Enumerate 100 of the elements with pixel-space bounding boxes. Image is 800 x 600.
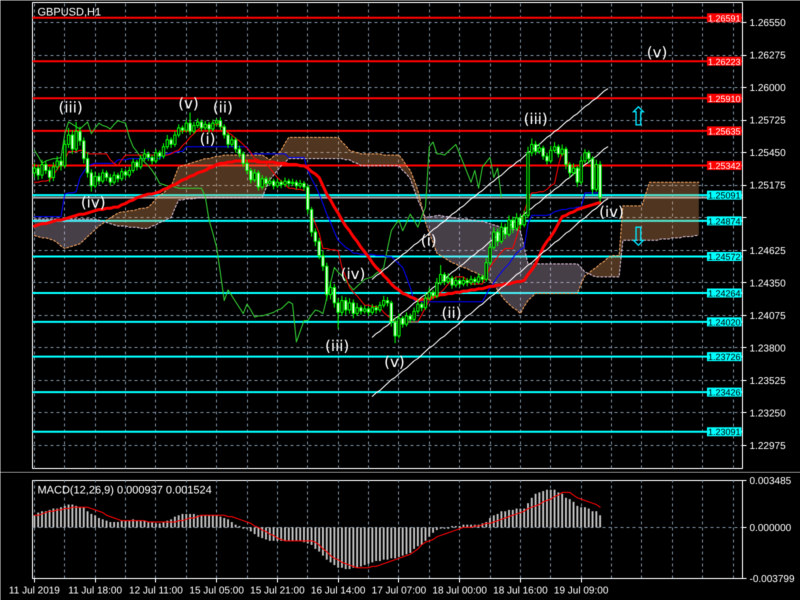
candlestick [70, 130, 74, 154]
candlestick [93, 171, 97, 189]
candlestick [120, 168, 124, 182]
candlestick [40, 159, 44, 180]
annotation: (iii) [524, 110, 548, 128]
annotation: (i) [200, 130, 216, 148]
candlestick [204, 120, 207, 131]
ref-line-label: 1.24020 [708, 317, 741, 328]
candlestick [344, 296, 348, 316]
x-tick-label: 17 Jul 07:00 [372, 586, 427, 596]
y-tick-label: 1.23800 [750, 343, 786, 354]
candlestick [382, 295, 386, 308]
candlestick [496, 228, 500, 247]
candlestick [207, 121, 211, 134]
candlestick [112, 171, 116, 186]
annotation: (v) [646, 44, 668, 62]
y-tick-label: 1.22975 [750, 440, 786, 452]
annotation: (ii) [212, 98, 233, 116]
candlestick [538, 142, 542, 154]
annotation: (v) [384, 352, 405, 371]
annotation: (iii) [325, 337, 350, 356]
y-tick-label: 1.26275 [750, 50, 786, 62]
candlestick [97, 172, 101, 186]
ref-line-label: 1.25635 [708, 126, 741, 136]
candlestick [408, 313, 412, 324]
candlestick [500, 222, 504, 244]
candlestick [450, 275, 454, 290]
candlestick [469, 275, 473, 286]
y-tick-label: 1.24075 [750, 310, 786, 322]
annotation: ⇧ [627, 102, 650, 133]
annotation: (iv) [80, 194, 106, 212]
y-tick-label: 1.24625 [750, 246, 786, 257]
candlestick [104, 170, 108, 182]
candlestick [355, 302, 359, 316]
candlestick [234, 136, 238, 154]
ref-line-label: 1.23091 [708, 427, 741, 438]
candlestick [162, 142, 166, 160]
candlestick [549, 145, 552, 164]
candlestick [507, 214, 511, 238]
x-tick-label: 15 Jul 05:00 [189, 586, 244, 596]
y-tick-label: 0.000000 [750, 522, 792, 534]
annotation: (v) [178, 94, 199, 113]
candlestick [511, 216, 514, 234]
x-tick-label: 11 Jul 2019 [8, 586, 60, 596]
y-tick-label: 1.25725 [750, 116, 786, 127]
ref-line-label: 1.25910 [708, 94, 741, 104]
x-tick-label: 18 Jul 00:00 [432, 586, 488, 596]
candlestick [154, 148, 158, 164]
candlestick [541, 145, 545, 160]
ref-line-label: 1.25091 [708, 190, 741, 201]
ref-line-label: 1.24264 [708, 288, 741, 298]
candlestick [230, 136, 234, 148]
x-tick-label: 19 Jul 09:00 [554, 586, 609, 596]
ref-line-label: 1.25342 [708, 160, 741, 171]
y-tick-label: 1.23525 [750, 376, 786, 387]
candlestick [188, 112, 192, 136]
candlestick [458, 278, 462, 288]
candlestick [124, 168, 128, 180]
candlestick [348, 298, 352, 314]
ref-line-label: 1.24572 [708, 252, 741, 262]
ref-line-label: 1.23726 [708, 352, 741, 362]
candlestick [272, 178, 276, 190]
candlestick [340, 295, 344, 316]
x-tick-label: 16 Jul 14:00 [310, 586, 366, 596]
candlestick [135, 159, 139, 171]
candlestick [74, 121, 78, 152]
ref-line-label: 1.23426 [708, 388, 741, 398]
annotation: (ii) [442, 304, 462, 322]
candlestick [420, 301, 424, 312]
y-tick-label: 1.25450 [750, 148, 786, 160]
x-tick-label: 15 Jul 21:00 [250, 586, 306, 596]
candlestick [150, 154, 154, 166]
candlestick [158, 150, 162, 160]
candlestick [256, 170, 260, 192]
x-tick-label: 11 Jul 18:00 [68, 586, 122, 596]
chart-title: GBPUSD,H1 [38, 6, 102, 18]
candlestick [260, 174, 264, 190]
candlestick [556, 144, 560, 158]
candlestick [462, 276, 466, 287]
candlestick [476, 272, 480, 284]
candlestick [294, 179, 298, 190]
candlestick [169, 136, 173, 148]
candlestick [131, 158, 135, 174]
candlestick [442, 272, 446, 286]
candlestick [116, 172, 120, 183]
candlestick [36, 164, 40, 180]
y-tick-label: 1.26550 [750, 18, 786, 30]
candlestick [146, 151, 150, 162]
annotation: (iv) [599, 202, 624, 221]
candlestick [276, 178, 280, 189]
ref-line-label: 1.26223 [708, 56, 741, 67]
ref-line-label: 1.26591 [708, 13, 741, 24]
candlestick [454, 276, 458, 288]
candlestick [264, 176, 268, 188]
candlestick [352, 298, 356, 319]
candlestick [404, 312, 408, 328]
y-tick-label: 1.25175 [750, 180, 786, 192]
candlestick [518, 214, 522, 230]
candlestick [192, 121, 196, 134]
candlestick [283, 177, 287, 188]
